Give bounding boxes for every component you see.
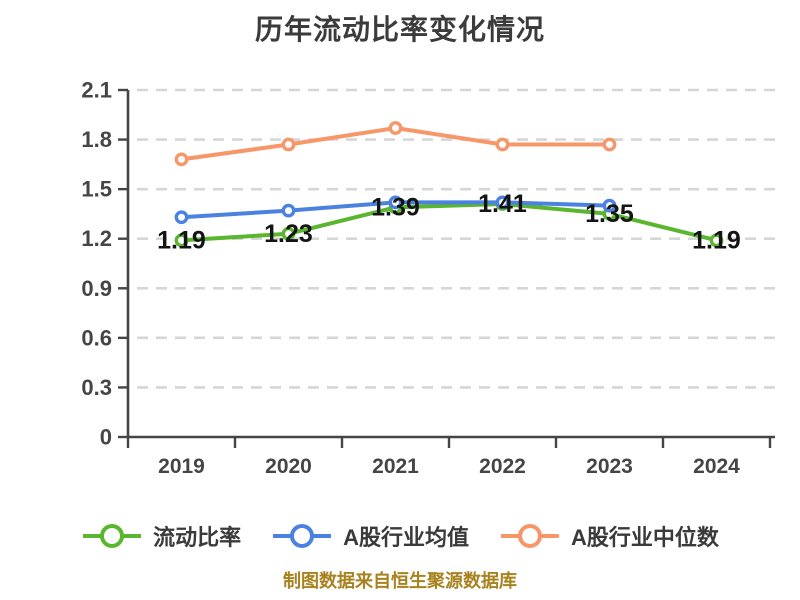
- data-point-label: 1.41: [478, 190, 527, 218]
- legend-item-industry-median: A股行业中位数: [499, 520, 719, 552]
- y-axis-label: 0.3: [81, 375, 112, 400]
- data-point: [174, 210, 189, 225]
- legend-label: A股行业均值: [343, 525, 469, 550]
- line-marker-icon: [501, 524, 559, 548]
- legend-label: 流动比率: [153, 525, 242, 550]
- data-point: [281, 137, 296, 152]
- line-marker-icon: [83, 524, 142, 548]
- data-point: [602, 198, 617, 213]
- y-axis-label: 0.6: [81, 325, 112, 350]
- x-axis-label: 2020: [265, 455, 312, 478]
- x-axis-label: 2021: [372, 455, 419, 478]
- data-point: [495, 195, 510, 210]
- data-point-label: 1.19: [157, 226, 206, 254]
- y-axis-label: 1.5: [81, 177, 112, 202]
- x-axis-label: 2023: [586, 455, 633, 478]
- legend-item-industry-mean: A股行业均值: [271, 520, 469, 552]
- x-axis-label: 2019: [158, 455, 205, 478]
- y-axis-label: 0: [100, 425, 112, 450]
- legend-label: A股行业中位数: [571, 525, 719, 550]
- chart-legend: 流动比率 A股行业均值 A股行业中位数: [0, 520, 800, 552]
- y-axis-label: 0.9: [81, 276, 112, 301]
- data-point-label: 1.23: [264, 220, 313, 248]
- chart-title: 历年流动比率变化情况: [254, 14, 545, 45]
- series-line-0: [181, 202, 717, 243]
- data-source-note: 制图数据来自恒生聚源数据库: [283, 571, 517, 591]
- data-point: [602, 137, 617, 152]
- legend-item-current-ratio: 流动比率: [81, 520, 241, 552]
- data-point: [495, 137, 510, 152]
- data-point-label: 1.35: [585, 200, 634, 228]
- data-point: [388, 121, 403, 135]
- data-point: [709, 233, 724, 248]
- line-marker-icon: [273, 524, 332, 548]
- data-point: [388, 195, 403, 210]
- x-axis-label: 2022: [479, 455, 526, 478]
- data-point: [281, 226, 296, 241]
- y-axis-label: 2.1: [81, 78, 112, 103]
- y-axis-label: 1.8: [81, 127, 112, 152]
- data-point-label: 1.39: [371, 193, 420, 221]
- data-point: [174, 152, 189, 167]
- data-point-label: 1.19: [692, 226, 741, 254]
- y-axis-label: 1.2: [81, 226, 112, 251]
- x-axis-label: 2024: [693, 455, 740, 478]
- data-point: [174, 233, 189, 248]
- line-chart-canvas: 0 0.3 0.6 0.9 1.2 1.5 1.8 2.1 2019 2020 2021 2022 20…: [81, 78, 775, 478]
- data-point: [281, 203, 296, 218]
